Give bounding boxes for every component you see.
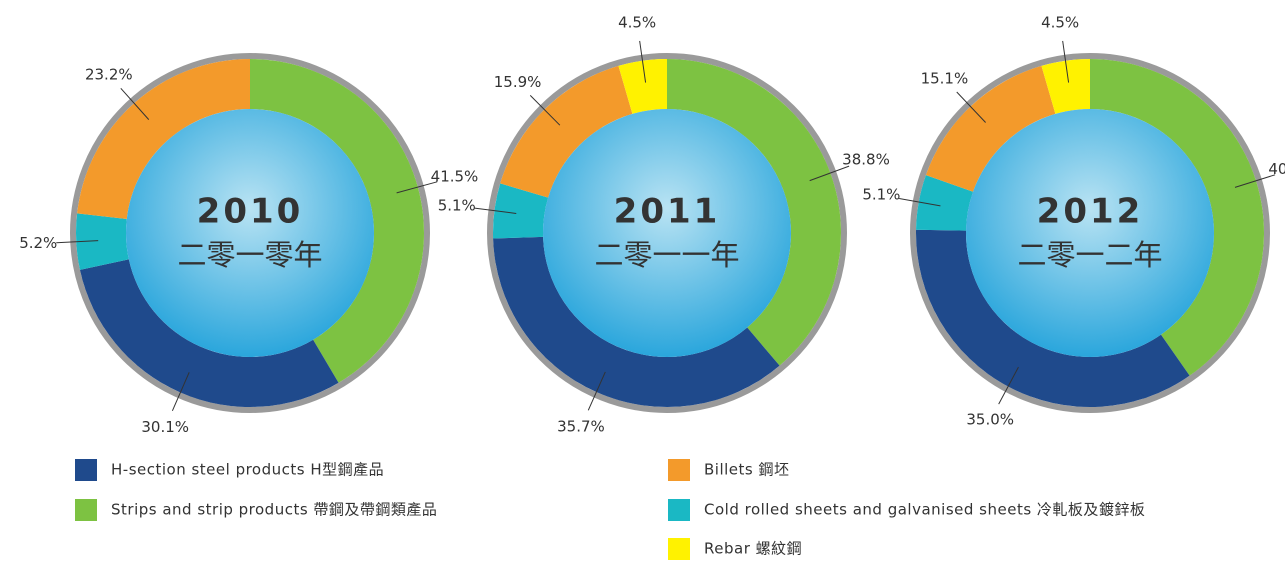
value-label: 4.5%	[1041, 14, 1079, 32]
donut-segment	[916, 229, 1190, 407]
donut-segment	[916, 175, 974, 231]
center-title: 2012	[1037, 192, 1144, 232]
legend-label: Strips and strip products 帶鋼及帶鋼類產品	[111, 501, 437, 519]
center-disc	[543, 109, 791, 357]
leader-line	[474, 207, 517, 214]
donut-segment	[925, 65, 1056, 192]
leader-line	[171, 372, 190, 412]
legend-swatch	[668, 459, 690, 481]
leader-line	[56, 240, 99, 244]
outer-ring	[487, 53, 847, 413]
value-label: 40.3%	[1268, 160, 1285, 178]
value-label: 5.1%	[438, 196, 476, 214]
leader-line	[1234, 174, 1276, 188]
leader-line	[809, 165, 850, 182]
legend-swatch	[75, 499, 97, 521]
leader-line	[998, 366, 1019, 405]
leader-line	[120, 87, 150, 120]
legend-label: H-section steel products H型鋼產品	[111, 461, 384, 479]
value-label: 23.2%	[85, 65, 133, 83]
value-label: 15.1%	[921, 69, 969, 87]
legend-swatch	[668, 499, 690, 521]
value-label: 30.1%	[141, 418, 189, 436]
value-label: 38.8%	[842, 150, 890, 168]
center-disc	[966, 109, 1214, 357]
center-title: 2011	[614, 192, 721, 232]
legend-label: Cold rolled sheets and galvanised sheets…	[704, 501, 1145, 519]
leader-line	[956, 91, 986, 123]
donut-segment	[493, 183, 549, 239]
center-title: 2010	[197, 192, 304, 232]
leader-line	[1062, 40, 1070, 83]
legend-swatch	[668, 538, 690, 560]
value-label: 35.0%	[966, 411, 1014, 429]
value-label: 4.5%	[618, 14, 656, 32]
value-label: 41.5%	[431, 168, 479, 186]
leader-line	[396, 181, 438, 194]
donut-segment	[618, 59, 667, 114]
outer-ring	[70, 53, 430, 413]
value-label: 15.9%	[494, 73, 542, 91]
donut-segment	[79, 259, 339, 407]
legend-swatch	[75, 459, 97, 481]
center-subtitle: 二零一二年	[1017, 238, 1162, 272]
donut-segment	[250, 59, 424, 383]
center-subtitle: 二零一零年	[177, 238, 322, 272]
donut-segment	[1041, 59, 1090, 114]
donut-segment	[500, 65, 633, 198]
donut-segment	[77, 59, 250, 220]
center-disc	[126, 109, 374, 357]
leader-line	[587, 371, 606, 411]
donut-segment	[76, 213, 129, 270]
leader-line	[899, 197, 941, 207]
value-label: 5.2%	[19, 234, 57, 252]
donut-segment	[667, 59, 841, 366]
center-subtitle: 二零一一年	[594, 238, 739, 272]
outer-ring	[910, 53, 1270, 413]
leader-line	[639, 40, 647, 83]
donut-segment	[493, 236, 780, 407]
legend-label: Rebar 螺紋鋼	[704, 540, 802, 558]
donut-segment	[1090, 59, 1264, 376]
value-label: 5.1%	[862, 186, 900, 204]
value-label: 35.7%	[557, 417, 605, 435]
leader-line	[529, 95, 561, 126]
legend-label: Billets 鋼坯	[704, 461, 790, 479]
